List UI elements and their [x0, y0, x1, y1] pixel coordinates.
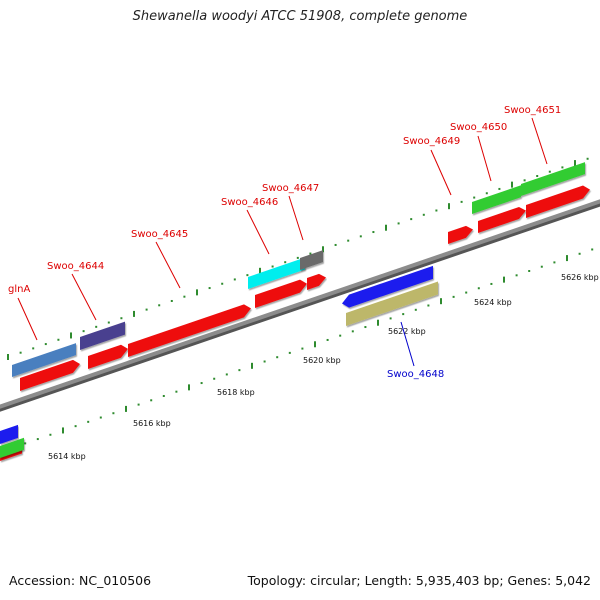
cds-feature [128, 304, 251, 357]
cds-feature-swoo-4648 [342, 265, 433, 308]
kbp-label: 5624 kbp [474, 298, 512, 307]
gene-label-leader [71, 273, 97, 321]
gene-label[interactable]: Swoo_4651 [504, 105, 561, 116]
gene-label[interactable]: Swoo_4648 [387, 369, 444, 380]
cds-feature [448, 225, 473, 244]
map-title: Shewanella woodyi ATCC 51908, complete g… [132, 9, 468, 24]
gene-label-leader [400, 321, 415, 367]
genome-backbone [0, 199, 600, 409]
gene-label-leader [17, 297, 38, 341]
cds-feature [255, 279, 307, 308]
gene-feature-swoo-4650 [472, 185, 521, 214]
cds-feature [478, 206, 526, 233]
kbp-label: 5626 kbp [561, 273, 599, 282]
kbp-label: 5618 kbp [217, 388, 255, 397]
cds-feature [526, 185, 590, 218]
gene-label-leader [430, 149, 452, 196]
gene-label[interactable]: Swoo_4647 [262, 183, 319, 194]
gene-label-leader [288, 195, 304, 241]
kbp-label: 5614 kbp [48, 452, 86, 461]
gene-label-leader [477, 135, 492, 182]
kbp-label: 5622 kbp [388, 327, 426, 336]
gene-feature-glnA [12, 343, 76, 377]
gene-feature-swoo-4648 [346, 281, 438, 326]
gene-label[interactable]: Swoo_4649 [403, 136, 460, 147]
gene-label-leader [531, 117, 548, 165]
accession-text: Accession: NC_010506 [9, 573, 152, 588]
gene-feature [0, 437, 24, 458]
gene-feature-swoo-4646 [248, 257, 305, 289]
gene-feature-swoo-4644 [80, 321, 125, 350]
gene-label[interactable]: glnA [8, 284, 30, 295]
cds-feature [20, 359, 80, 391]
gene-feature-swoo-4647 [300, 250, 323, 270]
kbp-label: 5616 kbp [133, 419, 171, 428]
gene-label[interactable]: Swoo_4646 [221, 197, 278, 208]
gene-label[interactable]: Swoo_4645 [131, 229, 188, 240]
gene-label[interactable]: Swoo_4650 [450, 122, 507, 133]
gene-feature [0, 424, 18, 444]
kbp-label: 5620 kbp [303, 356, 341, 365]
cds-feature [307, 273, 326, 290]
gene-label-leader [155, 241, 181, 289]
gene-label[interactable]: Swoo_4644 [47, 261, 104, 272]
genome-summary-text: Topology: circular; Length: 5,935,403 bp… [247, 573, 591, 588]
cds-feature [88, 344, 128, 369]
gene-feature-swoo-4651 [521, 162, 585, 196]
gene-label-leader [246, 209, 270, 255]
